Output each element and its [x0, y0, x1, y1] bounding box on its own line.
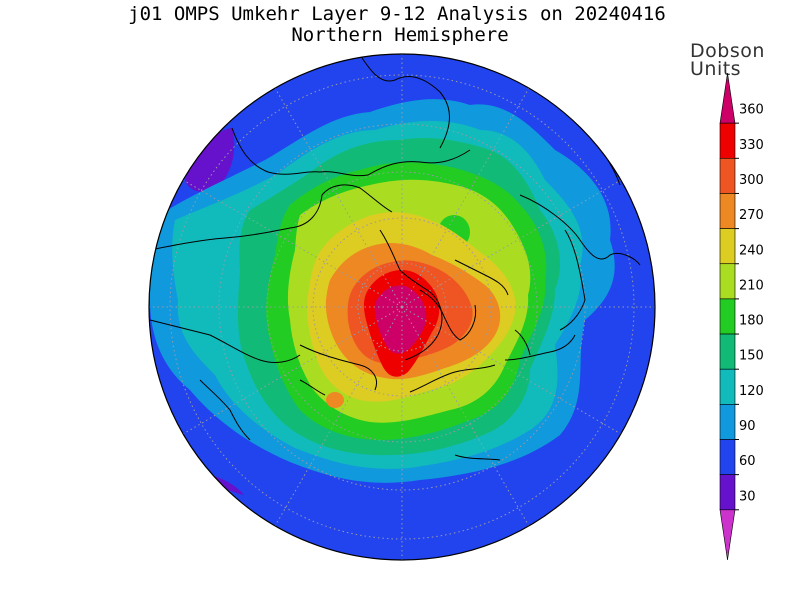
colorbar-band: [719, 333, 736, 370]
colorbar-tick-label: 90: [739, 419, 756, 434]
level-60-patch-south: [210, 475, 244, 495]
colorbar-band: [719, 263, 736, 300]
map-border: [148, 53, 656, 561]
units-label-line1: Dobson: [690, 40, 765, 62]
colorbar-tick-label: 60: [739, 454, 756, 469]
ozone-field: [149, 54, 655, 560]
colorbar-band: [719, 368, 736, 405]
colorbar-tick-label: 30: [739, 489, 756, 504]
level-60-patch: [185, 128, 235, 192]
colorbar-tick-label: 180: [739, 314, 764, 329]
colorbar-band: [719, 228, 736, 265]
colorbar: 360 330 300 270 240 210 180 150 120 90 60 30: [719, 72, 764, 560]
colorbar-band: [719, 158, 736, 194]
colorbar-band: [719, 122, 736, 159]
units-label-line2: Units: [690, 58, 742, 80]
colorbar-tick-label: 300: [739, 173, 764, 188]
colorbar-band: [719, 193, 736, 229]
colorbar-tick-label: 120: [739, 384, 764, 399]
level-270-300-blob: [326, 392, 344, 408]
colorbar-band: [719, 72, 736, 124]
colorbar-tick-label: 330: [739, 138, 764, 153]
coastlines: [149, 54, 641, 461]
colorbar-band: [719, 404, 736, 440]
colorbar-tick-label: 210: [739, 278, 764, 293]
meridian-lines: [149, 54, 655, 560]
map-title: j01 OMPS Umkehr Layer 9-12 Analysis on 2…: [128, 3, 666, 25]
map-subtitle: Northern Hemisphere: [291, 24, 509, 46]
level-above-360: [374, 285, 427, 354]
colorbar-band: [719, 474, 736, 511]
colorbar-tick-label: 270: [739, 208, 764, 223]
colorbar-band: [719, 298, 736, 335]
colorbar-band: [719, 509, 736, 560]
colorbar-tick-label: 240: [739, 243, 764, 258]
colorbar-tick-label: 150: [739, 349, 764, 364]
colorbar-band: [719, 439, 736, 475]
colorbar-tick-label: 360: [739, 103, 764, 118]
